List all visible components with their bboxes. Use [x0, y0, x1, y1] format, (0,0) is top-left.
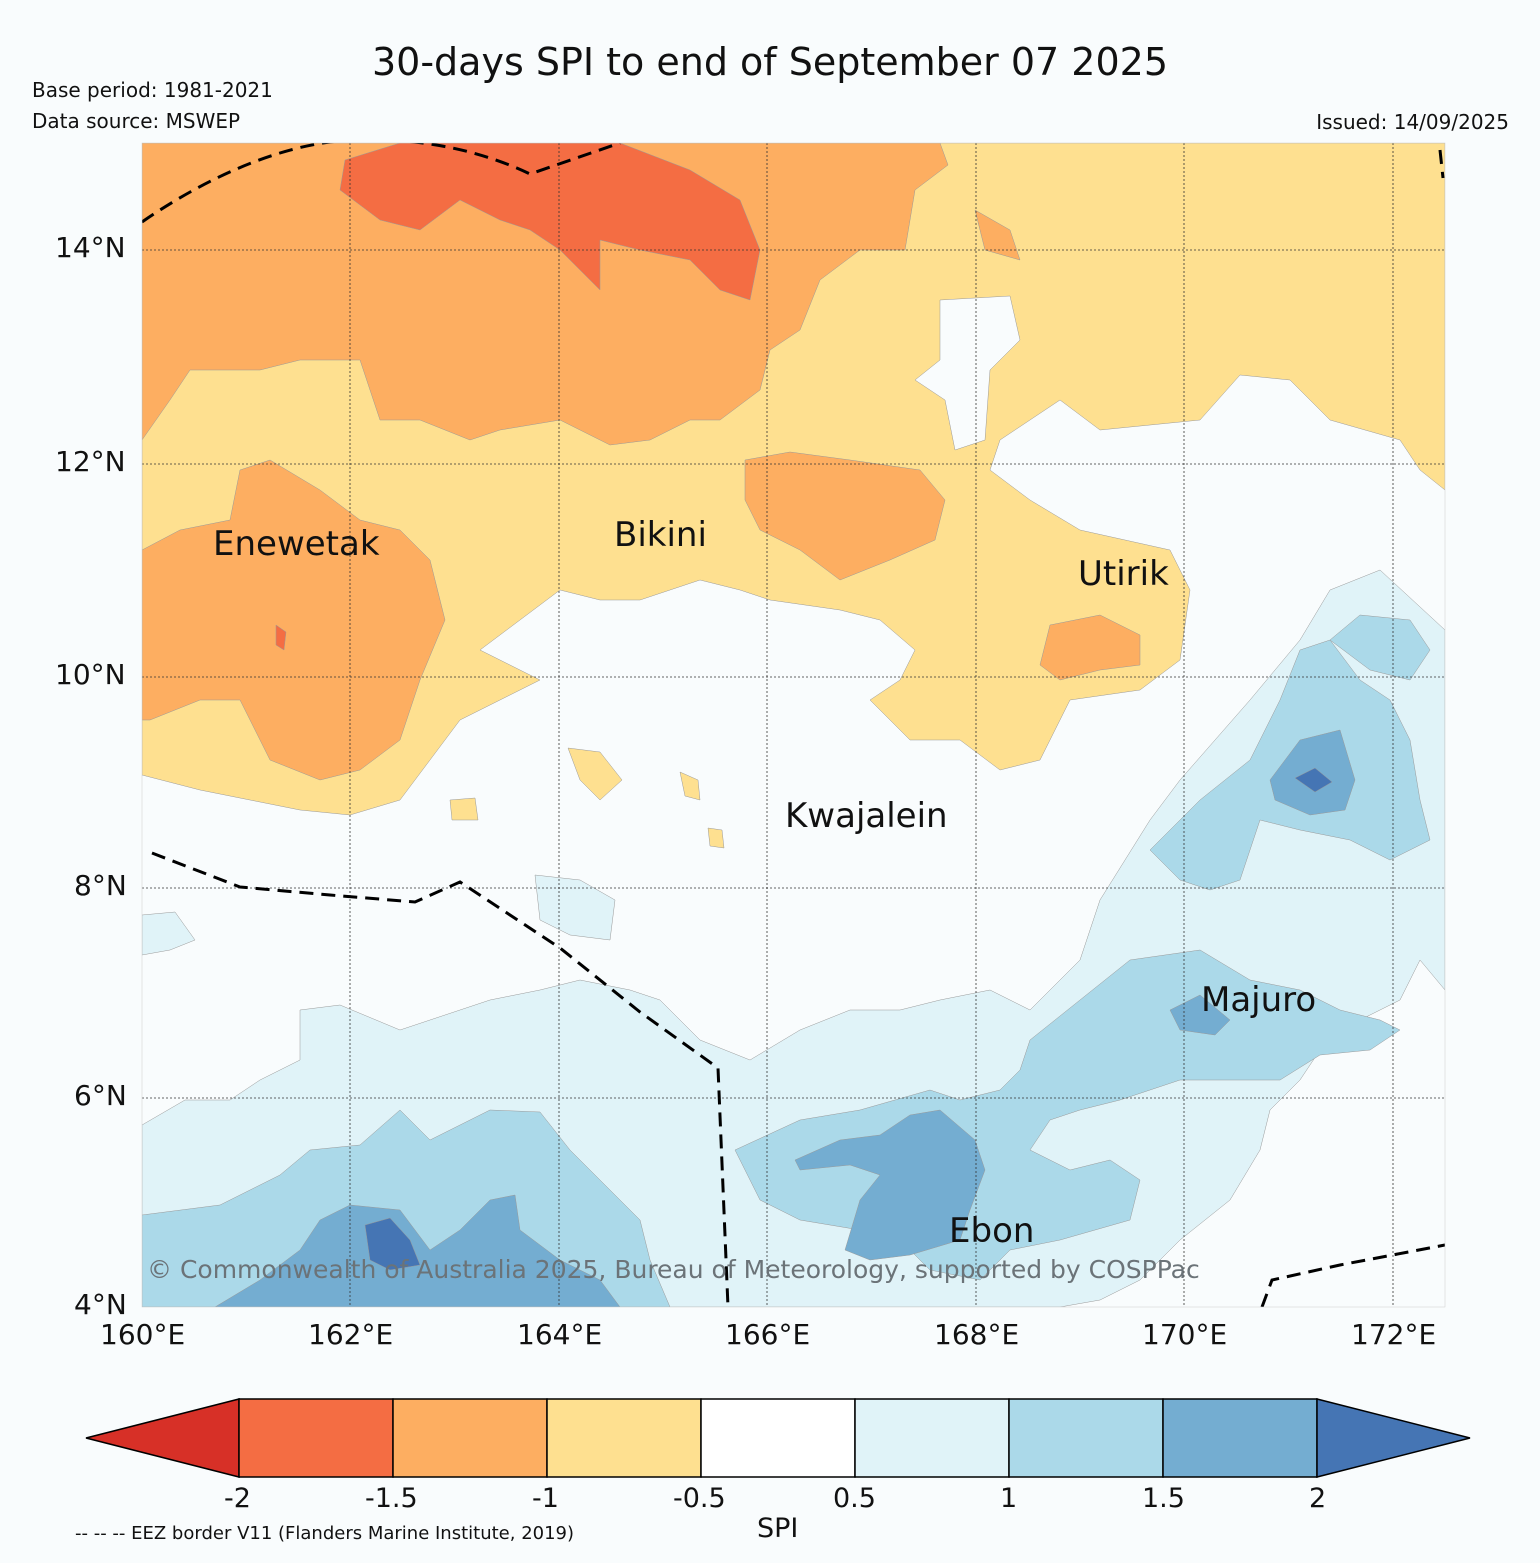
place-bikini: Bikini: [614, 515, 707, 555]
colorbar-label: SPI: [757, 1513, 799, 1544]
place-majuro: Majuro: [1201, 980, 1317, 1020]
graticule: [142, 143, 1445, 1307]
spi-zone-wet-severe: [214, 1194, 621, 1307]
lat-label-12: 12°N: [55, 445, 126, 478]
eez-note: -- -- -- EEZ border V11 (Flanders Marine…: [75, 1523, 575, 1544]
cbar-tick-8: 2: [1309, 1483, 1327, 1514]
lat-label-10: 10°N: [55, 658, 126, 691]
map-title: 30-days SPI to end of September 07 2025: [371, 40, 1168, 84]
data-source: Data source: MSWEP: [32, 109, 241, 133]
lon-label-166: 166°E: [725, 1318, 811, 1351]
place-enewetak: Enewetak: [213, 524, 380, 564]
cbar-tick-3: -1: [532, 1483, 559, 1514]
base-period: Base period: 1981-2021: [32, 78, 273, 102]
cbar-tick-6: 1: [1000, 1483, 1018, 1514]
eez-border: [142, 143, 1445, 1307]
lat-label-8: 8°N: [74, 869, 127, 902]
colorbar-extend-low: [85, 1398, 240, 1478]
spi-field: [142, 143, 1445, 1307]
place-kwajalein: Kwajalein: [785, 796, 948, 836]
cbar-tick-4: -0.5: [673, 1483, 726, 1514]
lat-label-6: 6°N: [74, 1079, 127, 1112]
lon-label-172: 172°E: [1351, 1318, 1437, 1351]
cbar-tick-5: 0.5: [833, 1483, 876, 1514]
lon-label-168: 168°E: [934, 1318, 1020, 1351]
lat-label-4: 4°N: [74, 1288, 127, 1321]
issued-date: Issued: 14/09/2025: [1316, 110, 1509, 134]
place-ebon: Ebon: [949, 1211, 1035, 1251]
cbar-tick-1: -2: [224, 1483, 251, 1514]
lon-label-162: 162°E: [308, 1318, 394, 1351]
lat-label-14: 14°N: [55, 231, 126, 264]
lon-label-164: 164°E: [517, 1318, 603, 1351]
place-utirik: Utirik: [1078, 554, 1169, 594]
copyright-text: © Commonwealth of Australia 2025, Bureau…: [147, 1255, 1200, 1284]
cbar-tick-2: -1.5: [365, 1483, 418, 1514]
colorbar-extend-high: [1316, 1398, 1471, 1478]
spi-zone-dry-severe: [339, 143, 761, 301]
colorbar: [85, 1398, 1471, 1478]
spi-zone-wet-extreme: [364, 1217, 421, 1271]
cbar-tick-7: 1.5: [1142, 1483, 1185, 1514]
plot-frame: [141, 142, 1446, 1308]
lon-label-160: 160°E: [100, 1318, 186, 1351]
lon-label-170: 170°E: [1142, 1318, 1228, 1351]
